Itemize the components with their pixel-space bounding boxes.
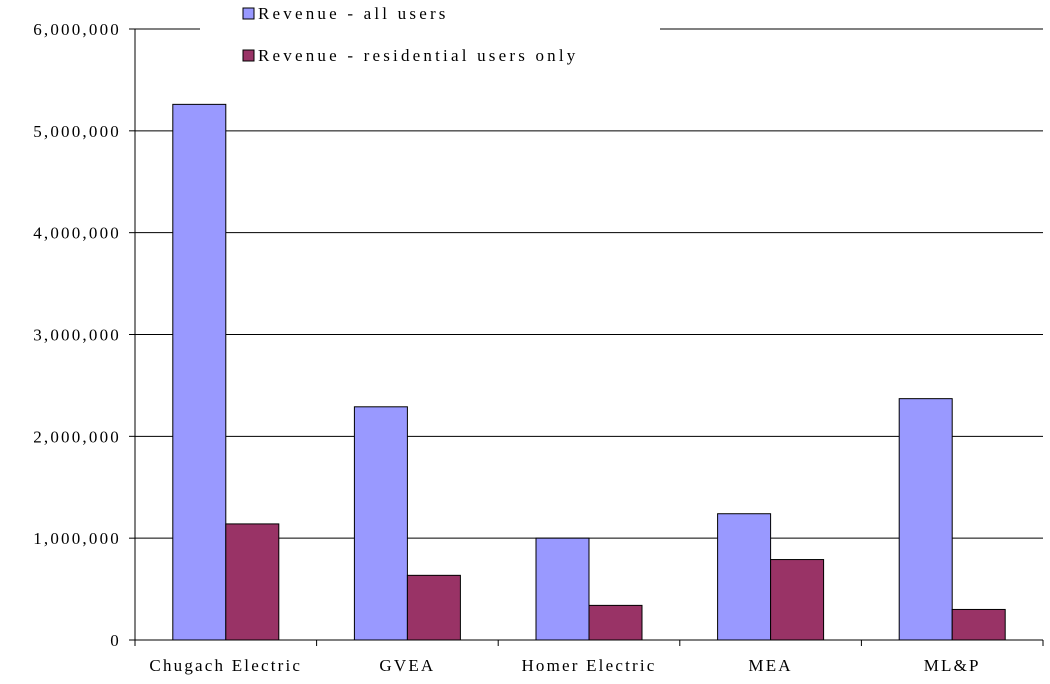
bar-residential-3	[770, 559, 825, 641]
legend-label: Revenue - all users	[258, 4, 449, 23]
x-tick-label: MEA	[748, 656, 792, 675]
x-tick-label: ML&P	[924, 656, 981, 675]
legend-label: Revenue - residential users only	[258, 46, 579, 65]
bar-residential-0	[225, 523, 280, 641]
bar-residential-2	[588, 604, 643, 641]
x-tick-label: Homer Electric	[521, 656, 656, 675]
x-tick-label: Chugach Electric	[149, 656, 302, 675]
y-tick-label: 6,000,000	[33, 20, 121, 39]
bar-residential-1	[406, 574, 461, 641]
bar-residential-4	[951, 608, 1006, 641]
y-tick-label: 5,000,000	[33, 122, 121, 141]
legend-swatch	[242, 7, 255, 20]
y-tick-label: 1,000,000	[33, 529, 121, 548]
bar-all-users-1	[353, 406, 408, 641]
legend: Revenue - all users Revenue - residential…	[200, 2, 660, 68]
y-tick-label: 2,000,000	[33, 427, 121, 446]
bar-all-users-3	[717, 513, 772, 641]
x-tick-label: GVEA	[379, 656, 435, 675]
y-tick-label: 0	[110, 631, 121, 650]
y-tick-label: 3,000,000	[33, 326, 121, 345]
y-tick-label: 4,000,000	[33, 224, 121, 243]
bar-all-users-4	[898, 398, 953, 641]
legend-swatch	[242, 49, 255, 62]
legend-box	[200, 2, 660, 68]
tick-labels: 0 1,000,000 2,000,000 3,000,000 4,000,000 5,0…	[33, 20, 981, 675]
bar-all-users-2	[535, 537, 590, 641]
axes	[129, 28, 1044, 646]
bars	[172, 103, 1006, 641]
bar-all-users-0	[172, 103, 227, 641]
